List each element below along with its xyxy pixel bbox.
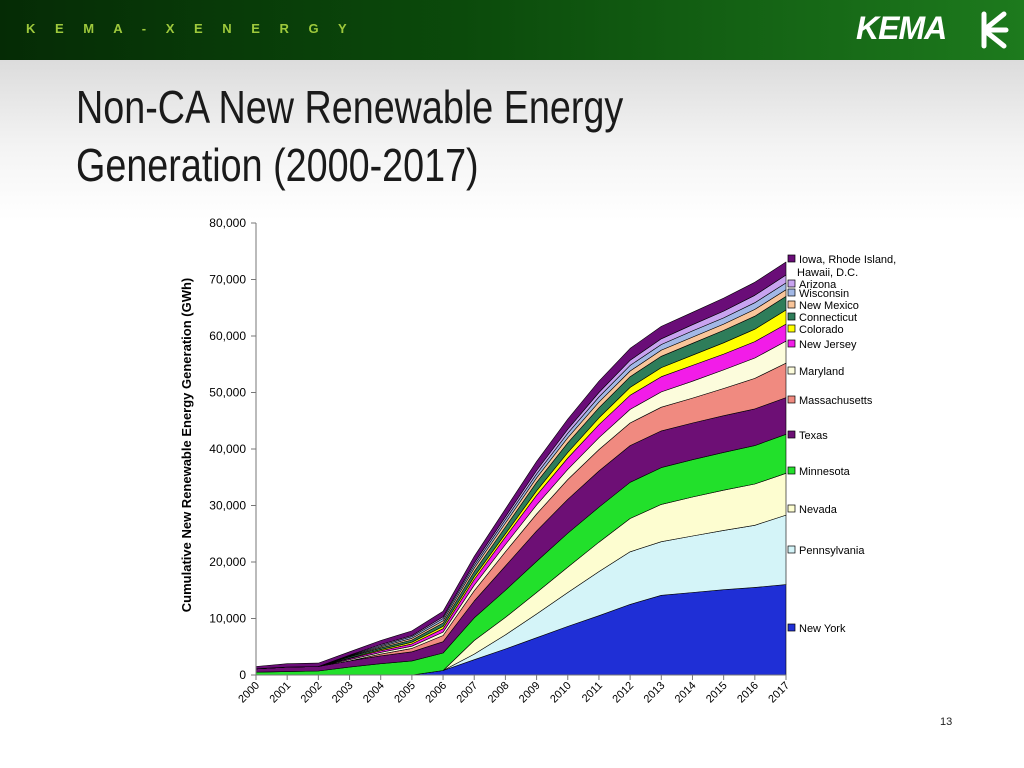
x-tick-label: 2009 — [517, 680, 543, 706]
page-title: Non-CA New Renewable Energy Generation (… — [76, 78, 699, 194]
x-tick-label: 2014 — [673, 680, 699, 706]
x-tick-label: 2000 — [236, 680, 262, 706]
x-tick-label: 2016 — [735, 680, 761, 706]
x-tick-label: 2017 — [766, 680, 792, 706]
legend-swatch — [787, 339, 796, 348]
x-tick-label: 2006 — [423, 680, 449, 706]
legend-item-wisconsin: Wisconsin — [787, 288, 849, 300]
legend-item-arizona: Arizona — [787, 279, 837, 291]
legend-label: Arizona — [799, 279, 837, 291]
x-tick-label: 2001 — [267, 680, 293, 706]
legend-item-nevada: Nevada — [787, 504, 838, 516]
x-tick-label: 2002 — [299, 680, 325, 706]
x-tick-label: 2011 — [580, 680, 605, 705]
legend-item-connecticut: Connecticut — [787, 312, 857, 324]
legend-label: Wisconsin — [799, 288, 849, 300]
legend-swatch — [787, 430, 796, 439]
legend-label: Massachusetts — [799, 395, 873, 407]
legend-swatch — [787, 366, 796, 375]
legend-label: Maryland — [799, 366, 844, 378]
legend-swatch — [787, 300, 796, 309]
legend-swatch — [787, 254, 796, 263]
legend-swatch — [787, 623, 796, 632]
y-tick-label: 0 — [239, 668, 246, 682]
brand-text: K E M A - X E N E R G Y — [26, 21, 355, 36]
x-tick-label: 2010 — [548, 680, 574, 706]
legend-label: Nevada — [799, 504, 838, 516]
legend-label: Iowa, Rhode Island, — [799, 254, 896, 266]
legend-item-texas: Texas — [787, 430, 828, 442]
legend-label: Hawaii, D.C. — [797, 267, 858, 279]
legend-swatch — [787, 288, 796, 297]
legend-swatch — [787, 466, 796, 475]
legend-swatch — [787, 545, 796, 554]
x-tick-label: 2015 — [704, 680, 730, 706]
legend-label: New Jersey — [799, 339, 857, 351]
legend-swatch — [787, 279, 796, 288]
page-title-line-1: Non-CA New Renewable Energy — [76, 81, 624, 133]
legend-item-colorado: Colorado — [787, 324, 844, 336]
legend-item-maryland: Maryland — [787, 366, 844, 378]
x-tick-label: 2013 — [642, 680, 668, 706]
y-tick-label: 60,000 — [209, 329, 246, 343]
kema-logo: KEMA — [856, 4, 1016, 54]
legend-item-new-mexico: New Mexico — [787, 300, 859, 312]
legend-item-pennsylvania: Pennsylvania — [787, 545, 865, 557]
x-tick-label: 2003 — [330, 680, 356, 706]
header-gradient — [0, 60, 1024, 220]
page-number: 13 — [940, 716, 953, 728]
legend-item-minnesota: Minnesota — [787, 466, 851, 478]
x-tick-label: 2007 — [455, 680, 481, 706]
logo-mark-icon — [981, 11, 1009, 49]
legend-item-new-jersey: New Jersey — [787, 339, 857, 351]
legend-label: Colorado — [799, 324, 844, 336]
legend-label: New Mexico — [799, 300, 859, 312]
y-tick-label: 10,000 — [209, 612, 246, 626]
y-tick-label: 20,000 — [209, 555, 246, 569]
legend-swatch — [787, 324, 796, 333]
legend-swatch — [787, 312, 796, 321]
legend-swatch — [787, 395, 796, 404]
series-area-iowa-rhode-island-hawaii-d-c — [255, 261, 787, 670]
legend-label: Texas — [799, 430, 828, 442]
legend-label: New York — [799, 623, 846, 635]
y-tick-label: 50,000 — [209, 386, 246, 400]
x-tick-label: 2012 — [610, 680, 636, 706]
legend-label: Minnesota — [799, 466, 851, 478]
legend-item-iowa-rhode-island-hawaii-d-c: Iowa, Rhode Island,Hawaii, D.C. — [787, 254, 896, 279]
x-tick-label: 2004 — [361, 680, 387, 706]
header-bar: K E M A - X E N E R G Y KEMA — [0, 0, 1024, 60]
page-title-line-2: Generation (2000-2017) — [76, 139, 479, 191]
legend-label: Connecticut — [799, 312, 857, 324]
y-tick-label: 80,000 — [209, 216, 246, 230]
y-axis-label: Cumulative New Renewable Energy Generati… — [179, 278, 194, 612]
chart-legend: Iowa, Rhode Island,Hawaii, D.C.ArizonaWi… — [787, 254, 896, 635]
y-tick-label: 40,000 — [209, 442, 246, 456]
y-tick-label: 30,000 — [209, 499, 246, 513]
legend-label: Pennsylvania — [799, 545, 865, 557]
x-tick-label: 2005 — [392, 680, 418, 706]
logo-wordmark: KEMA — [856, 10, 947, 46]
y-tick-label: 70,000 — [209, 273, 246, 287]
legend-item-massachusetts: Massachusetts — [787, 395, 873, 407]
x-tick-label: 2008 — [486, 680, 512, 706]
legend-swatch — [787, 504, 796, 513]
plot-areas — [255, 261, 787, 676]
legend-item-new-york: New York — [787, 623, 846, 635]
